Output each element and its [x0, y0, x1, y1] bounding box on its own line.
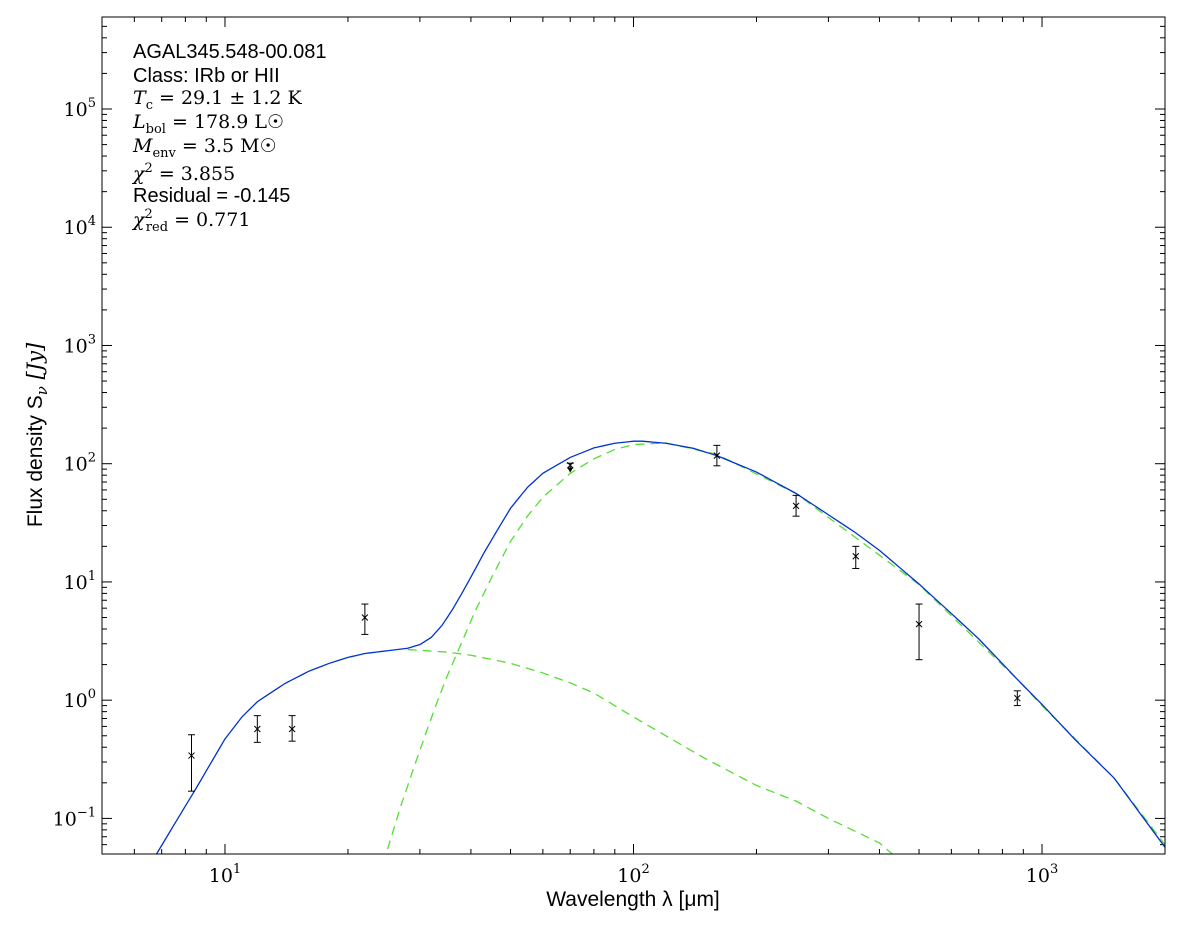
data-point	[187, 734, 195, 792]
plot-frame	[101, 16, 1166, 855]
y-tick-label: 100	[64, 687, 96, 712]
marker-x-b	[1013, 694, 1021, 702]
x-axis-ticks: 101 102 103	[101, 17, 1166, 887]
x-tick-label: 103	[1026, 862, 1058, 887]
y-axis-label-main: Flux density S	[24, 395, 47, 527]
y-tick-base: 10	[64, 217, 88, 239]
x-tick-label: 101	[209, 862, 241, 887]
data-point	[288, 715, 296, 742]
y-tick-base: 10	[53, 808, 77, 830]
y-axis-label-sub: ν	[33, 386, 51, 395]
marker-x-b	[852, 552, 860, 560]
data-point	[253, 715, 261, 743]
y-tick-base: 10	[64, 335, 88, 357]
x-tick-exp: 2	[641, 862, 649, 877]
x-tick-base: 10	[617, 865, 641, 887]
marker-x-b	[566, 461, 574, 469]
y-axis-label-unit: [Jy]	[23, 342, 47, 386]
y-tick-label: 10−1	[53, 805, 96, 830]
fit-curves	[155, 440, 1165, 854]
marker-x-b	[288, 725, 296, 733]
x-tick-label: 102	[617, 862, 649, 887]
y-tick-exp: 0	[88, 687, 96, 702]
data-point	[1013, 690, 1021, 707]
y-tick-exp: 1	[88, 569, 96, 584]
y-tick-exp: 2	[88, 451, 96, 466]
data-point	[792, 494, 800, 517]
y-tick-exp: 4	[88, 214, 96, 229]
x-axis-label: Wavelength λ [μm]	[546, 888, 720, 911]
y-tick-label: 104	[64, 214, 96, 239]
marker-x-b	[253, 725, 261, 733]
y-tick-label: 101	[64, 569, 96, 594]
y-tick-base: 10	[64, 572, 88, 594]
y-tick-exp: 5	[88, 96, 96, 111]
y-tick-label: 102	[64, 451, 96, 476]
marker-x-b	[915, 620, 923, 628]
y-tick-label: 105	[64, 96, 96, 121]
y-tick-exp: −1	[77, 805, 96, 820]
data-point	[566, 461, 574, 473]
lbol-value: Lbol = 178.9 L☉	[132, 111, 284, 137]
tc-value: Tc = 29.1 ± 1.2 K	[133, 87, 303, 113]
series-total-fit	[155, 440, 1165, 854]
data-point	[361, 603, 369, 635]
chi2-red-value: χ2 red = 0.771	[131, 207, 250, 235]
upper-limit-arrow	[567, 467, 574, 473]
series-warm-component	[407, 648, 893, 854]
lbol-number: 178.9 L☉	[194, 111, 284, 133]
x-tick-base: 10	[209, 865, 233, 887]
y-tick-base: 10	[64, 99, 88, 121]
residual-value: Residual = -0.145	[133, 185, 290, 207]
y-tick-label: 103	[64, 332, 96, 357]
chi2-number: 3.855	[181, 163, 235, 185]
data-point	[713, 444, 721, 467]
menv-number: 3.5 M☉	[204, 135, 277, 157]
source-name: AGAL345.548-00.081	[133, 41, 327, 63]
data-point	[915, 603, 923, 661]
x-tick-base: 10	[1026, 865, 1050, 887]
y-axis-label: Flux density Sν [Jy]	[23, 342, 51, 527]
marker-x-b	[792, 502, 800, 510]
marker-x-b	[188, 752, 195, 759]
y-tick-base: 10	[64, 690, 88, 712]
x-tick-exp: 3	[1050, 862, 1058, 877]
tc-number: 29.1 ± 1.2 K	[181, 87, 303, 109]
menv-value: Menv = 3.5 M☉	[132, 135, 277, 161]
chi2-red-number: 0.771	[196, 209, 250, 231]
series-cold-component	[386, 442, 1165, 850]
class-label: Class: IRb or HII	[133, 65, 280, 87]
marker-x-b	[713, 452, 721, 459]
y-tick-base: 10	[64, 454, 88, 476]
x-tick-exp: 1	[233, 862, 241, 877]
data-points	[187, 444, 1021, 792]
y-tick-exp: 3	[88, 332, 96, 347]
plot-area	[102, 17, 1165, 854]
chi2-value: χ2 = 3.855	[131, 161, 235, 185]
marker-x-b	[361, 614, 369, 621]
data-point	[852, 545, 860, 569]
